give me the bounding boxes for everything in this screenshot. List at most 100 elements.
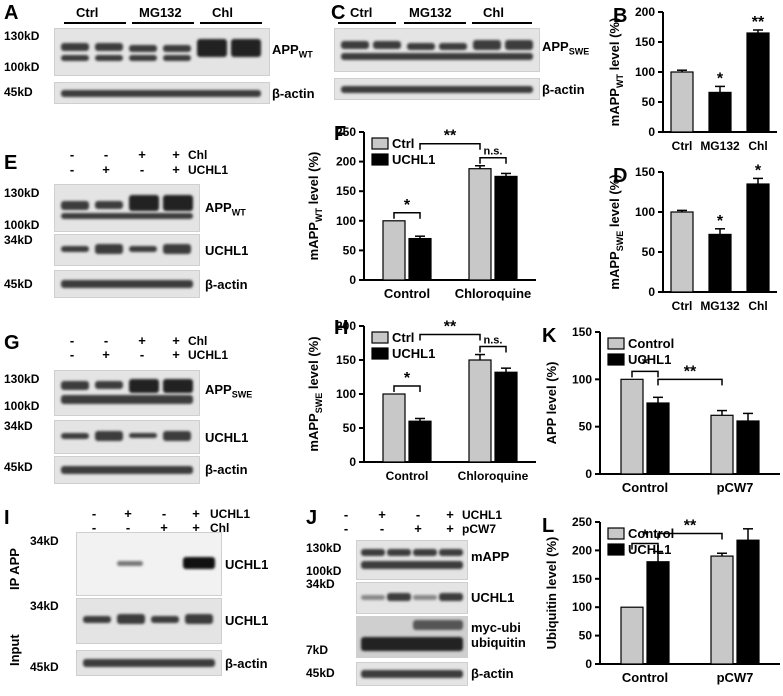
y-tick-label: 150 xyxy=(572,325,592,339)
blot-label: UCHL1 xyxy=(471,590,515,605)
significance-mark: n.s. xyxy=(484,335,503,347)
treatment-sign: - xyxy=(161,506,167,521)
y-tick-label: 0 xyxy=(349,273,356,287)
bar xyxy=(736,539,760,665)
mw-marker: 7kD xyxy=(306,643,329,657)
panel-letter-i: I xyxy=(4,507,10,529)
blot-label: APPSWE xyxy=(205,382,253,400)
treatment-sign: - xyxy=(69,162,75,177)
legend-swatch xyxy=(607,353,625,366)
y-tick-label: 250 xyxy=(336,125,356,139)
panel-letter: D xyxy=(613,165,627,187)
y-tick-label: 200 xyxy=(336,319,356,333)
mw-marker: 130kD xyxy=(4,29,40,43)
significance-bracket xyxy=(631,542,659,550)
x-tick-label: pCW7 xyxy=(717,670,754,685)
blot-actin xyxy=(76,650,222,676)
treatment-sign: - xyxy=(69,333,75,348)
y-axis-label: mAPPSWE level (%) xyxy=(306,336,324,451)
bar xyxy=(708,91,732,133)
blot-label: β-actin xyxy=(225,656,268,671)
treatment-sign: - xyxy=(343,507,349,522)
treatment-sign: + xyxy=(172,162,180,177)
y-tick-label: 0 xyxy=(648,285,655,299)
mw-marker: 45kD xyxy=(306,666,335,680)
group-label: MG132 xyxy=(139,5,182,20)
treatment-sign: - xyxy=(125,520,131,535)
bar xyxy=(710,555,734,665)
y-tick-label: 0 xyxy=(349,455,356,469)
panel-letter-a: A xyxy=(4,2,19,24)
significance-bracket xyxy=(479,156,507,164)
blot-app-wt xyxy=(54,28,270,76)
treatment-sign: + xyxy=(138,333,146,348)
y-tick-label: 150 xyxy=(336,184,356,198)
significance-mark: ** xyxy=(684,363,697,380)
treatment-sign: + xyxy=(414,521,422,536)
treatment-sign: + xyxy=(192,506,200,521)
significance-bracket xyxy=(393,212,421,219)
treatment-sign: - xyxy=(103,147,109,162)
chart-b: B 0 50 100 150 200 mAPPWT level (%) Ctrl * MG132 *… xyxy=(607,5,777,153)
mw-marker: 130kD xyxy=(4,372,40,386)
y-tick-label: 200 xyxy=(635,5,655,19)
mw-marker: 100kD xyxy=(306,564,342,578)
blot-app-swe xyxy=(54,370,200,416)
blot-mapp xyxy=(356,540,468,580)
legend-label: UCHL1 xyxy=(392,346,435,361)
bar xyxy=(382,393,406,463)
panel-letter-e: E xyxy=(4,152,18,174)
x-tick-label: Control xyxy=(384,286,430,301)
panel-letter: B xyxy=(613,5,627,27)
mw-marker: 34kD xyxy=(30,534,59,548)
group-underline xyxy=(472,22,532,24)
x-tick-label: Chl xyxy=(748,299,767,313)
x-tick-label: MG132 xyxy=(700,299,740,313)
blot-uchl1 xyxy=(54,420,200,454)
legend-label: UCHL1 xyxy=(392,152,435,167)
x-tick-label: Chloroquine xyxy=(455,286,532,301)
blot-actin xyxy=(334,78,540,100)
mw-marker: 100kD xyxy=(4,399,40,413)
treatment-sign: - xyxy=(91,520,97,535)
treatment-sign: + xyxy=(378,507,386,522)
significance-mark: * xyxy=(642,528,649,545)
significance-mark: * xyxy=(717,70,724,87)
blot-actin xyxy=(356,662,468,686)
significance-mark: ** xyxy=(444,319,457,336)
blot-actin xyxy=(54,270,200,298)
x-tick-label: MG132 xyxy=(700,139,740,153)
treatment-name: pCW7 xyxy=(462,522,496,536)
blot-label: APPSWE xyxy=(542,39,590,57)
legend-label: Control xyxy=(628,336,674,351)
y-axis-label: APP level (%) xyxy=(544,362,559,445)
legend-swatch xyxy=(371,153,389,166)
treatment-sign: + xyxy=(138,147,146,162)
x-tick-label: Control xyxy=(386,469,429,483)
significance-bracket xyxy=(393,385,421,392)
treatment-sign: - xyxy=(103,333,109,348)
treatment-sign: - xyxy=(69,147,75,162)
blot-label: UCHL1 xyxy=(205,243,249,258)
group-label: Ctrl xyxy=(76,5,99,20)
bar xyxy=(708,233,732,293)
treatment-sign: - xyxy=(139,347,145,362)
blot-label: UCHL1 xyxy=(225,557,269,572)
blot-label: mAPP xyxy=(471,549,510,564)
legend-swatch xyxy=(607,337,625,350)
y-tick-label: 150 xyxy=(572,572,592,586)
bar xyxy=(710,414,734,475)
blot-input-uchl1 xyxy=(76,598,222,644)
mw-marker: 34kD xyxy=(306,577,335,591)
legend-label: UCHL1 xyxy=(628,352,671,367)
treatment-name: UCHL1 xyxy=(462,508,503,522)
legend-swatch xyxy=(607,527,625,540)
y-tick-label: 50 xyxy=(343,243,357,257)
panel-letter: K xyxy=(542,325,557,347)
panel-letter-g: G xyxy=(4,332,20,354)
treatment-name: Chl xyxy=(210,521,230,535)
y-tick-label: 150 xyxy=(635,35,655,49)
legend-label: Ctrl xyxy=(392,330,414,345)
treatment-name: Chl xyxy=(188,334,208,348)
significance-mark: ** xyxy=(444,128,457,145)
